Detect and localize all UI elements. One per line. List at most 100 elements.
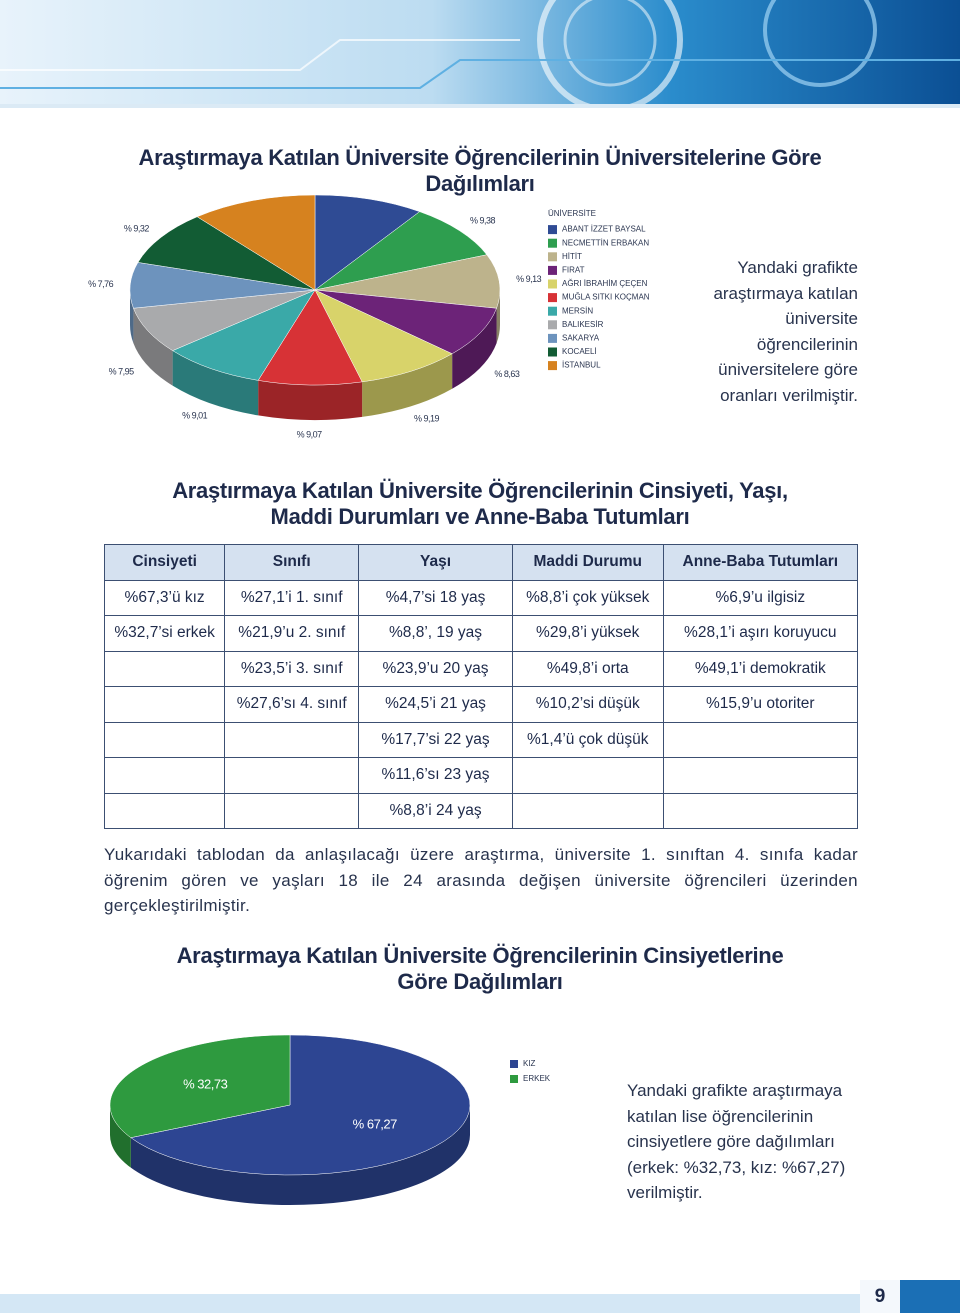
side-text: Yandaki grafikte araştırmaya katılan üni…	[713, 258, 858, 405]
legend-swatch	[548, 252, 557, 262]
legend-swatch	[548, 238, 557, 248]
header-cell: Anne-Baba Tutumları	[662, 544, 859, 581]
legend-swatch	[548, 320, 557, 330]
data-label: % 9,13	[516, 274, 542, 284]
legend-label: BALIKESİR	[562, 320, 604, 329]
page-number: 9	[874, 1286, 886, 1307]
slice-side	[172, 350, 259, 416]
chart-title: Araştırmaya Katılan Üniversite Öğrencile…	[176, 943, 784, 994]
table-cell: %8,8’, 19 yaş	[358, 615, 513, 652]
slice-side	[362, 353, 453, 417]
table-cell	[662, 792, 859, 829]
pie-slice	[314, 194, 421, 291]
table-cell: %32,7’si erkek	[103, 615, 226, 652]
table-row: %27,6’sı 4. sınıf %24,5’i 21 yaş %10,2’si …	[103, 686, 859, 723]
slice-side	[130, 290, 134, 344]
table-cell: %49,1’i demokratik	[662, 650, 859, 687]
table-cell: %29,8’i yüksek	[511, 615, 664, 652]
legend-swatch	[548, 361, 557, 371]
legend-title: ÜNİVERSİTE	[548, 209, 596, 218]
data-label: % 9,07	[297, 430, 323, 440]
slice-side	[452, 308, 497, 389]
table-cell	[103, 792, 226, 829]
legend-swatch	[548, 265, 557, 275]
slice-side	[110, 1105, 131, 1168]
pie-slice	[137, 216, 316, 291]
header-cell: Cinsiyeti	[103, 544, 226, 581]
legend-label: AĞRI İBRAHİM ÇEÇEN	[562, 279, 648, 288]
pie-slice	[314, 289, 497, 355]
data-label: % 67,27	[353, 1116, 397, 1131]
slice-side	[130, 1105, 470, 1205]
pie-slice	[257, 289, 363, 386]
data-label: % 7,95	[109, 367, 135, 377]
legend-swatch	[548, 306, 557, 316]
legend-swatch	[548, 225, 557, 235]
table-cell	[662, 721, 859, 758]
pie-slice	[196, 194, 316, 291]
data-label: % 10,99	[228, 190, 258, 191]
table-cell	[224, 792, 360, 829]
table-row: %32,7’si erkek %21,9’u 2. sınıf %8,8’, 19 …	[103, 615, 859, 652]
section-title: Araştırmaya Katılan Üniversite Öğrencile…	[172, 478, 788, 529]
table-cell: %28,1’i aşırı koruyucu	[662, 615, 859, 652]
slice-side	[258, 380, 363, 420]
table-cell: %6,9’u ilgisiz	[662, 579, 859, 616]
pie-slice	[133, 289, 316, 351]
legend-label: FIRAT	[562, 266, 585, 275]
data-label: % 8,63	[494, 369, 520, 379]
data-label: % 9,01	[182, 411, 208, 421]
legend-label: KOCAELİ	[562, 347, 597, 356]
table-cell	[224, 721, 360, 758]
pie-slice	[172, 289, 316, 381]
legend-swatch	[510, 1075, 518, 1083]
legend-label: HİTİT	[562, 252, 582, 261]
table-cell: %49,8’i orta	[511, 650, 664, 687]
table-cell	[103, 757, 226, 794]
table-cell: %24,5’i 21 yaş	[358, 686, 513, 723]
slice-side	[496, 290, 500, 344]
legend-swatch	[548, 293, 557, 303]
data-label: % 32,73	[183, 1077, 227, 1092]
table-row: %23,5’i 3. sınıf %23,9’u 20 yaş %49,8’i or…	[103, 650, 859, 687]
table-cell: %8,8’i çok yüksek	[511, 579, 664, 616]
data-table: Cinsiyeti Sınıfı Yaşı Maddi Durumu Anne-Baba…	[103, 544, 859, 829]
table-cell	[511, 792, 664, 829]
header-cell: Sınıfı	[224, 544, 360, 581]
table-cell: %23,5’i 3. sınıf	[224, 650, 360, 687]
chart-title: Araştırmaya Katılan Üniversite Öğrencile…	[138, 145, 822, 196]
table-cell: %10,2’si düşük	[511, 686, 664, 723]
table-cell: %4,7’si 18 yaş	[358, 579, 513, 616]
table-cell: %1,4’ü çok düşük	[511, 721, 664, 758]
legend-label: SAKARYA	[562, 334, 600, 343]
legend-label: MUĞLA SITKI KOÇMAN	[562, 293, 650, 302]
table-cell: %11,6’sı 23 yaş	[358, 757, 513, 794]
legend-label: NECMETTİN ERBAKAN	[562, 238, 649, 247]
pie-slice	[314, 254, 501, 309]
table-cell	[103, 721, 226, 758]
data-label: % 7,76	[88, 279, 114, 289]
table-header: Cinsiyeti Sınıfı Yaşı Maddi Durumu Anne-Baba…	[103, 544, 859, 581]
legend-label: KIZ	[523, 1059, 536, 1068]
data-label: % 9,19	[414, 414, 440, 424]
table-cell: %27,6’sı 4. sınıf	[224, 686, 360, 723]
table-cell	[103, 650, 226, 687]
data-label: % 9,32	[124, 223, 150, 233]
legend-swatch	[548, 347, 557, 357]
pie-chart: % 67,27 % 32,73 KIZ ERKEK	[109, 1034, 551, 1205]
table-cell	[662, 757, 859, 794]
legend-swatch	[510, 1060, 518, 1068]
data-label: % 9,38	[470, 216, 496, 226]
legend-label: ERKEK	[523, 1074, 551, 1083]
footer-band	[0, 1280, 960, 1313]
table-cell: %21,9’u 2. sınıf	[224, 615, 360, 652]
table-row: %11,6’sı 23 yaş	[103, 757, 859, 794]
table-cell	[224, 757, 360, 794]
pie-slice	[314, 211, 488, 291]
legend-label: İSTANBUL	[562, 361, 601, 370]
legend-swatch	[548, 333, 557, 343]
pie-slice	[130, 1034, 471, 1176]
header-cell: Maddi Durumu	[511, 544, 664, 581]
pie-slice	[314, 289, 453, 383]
